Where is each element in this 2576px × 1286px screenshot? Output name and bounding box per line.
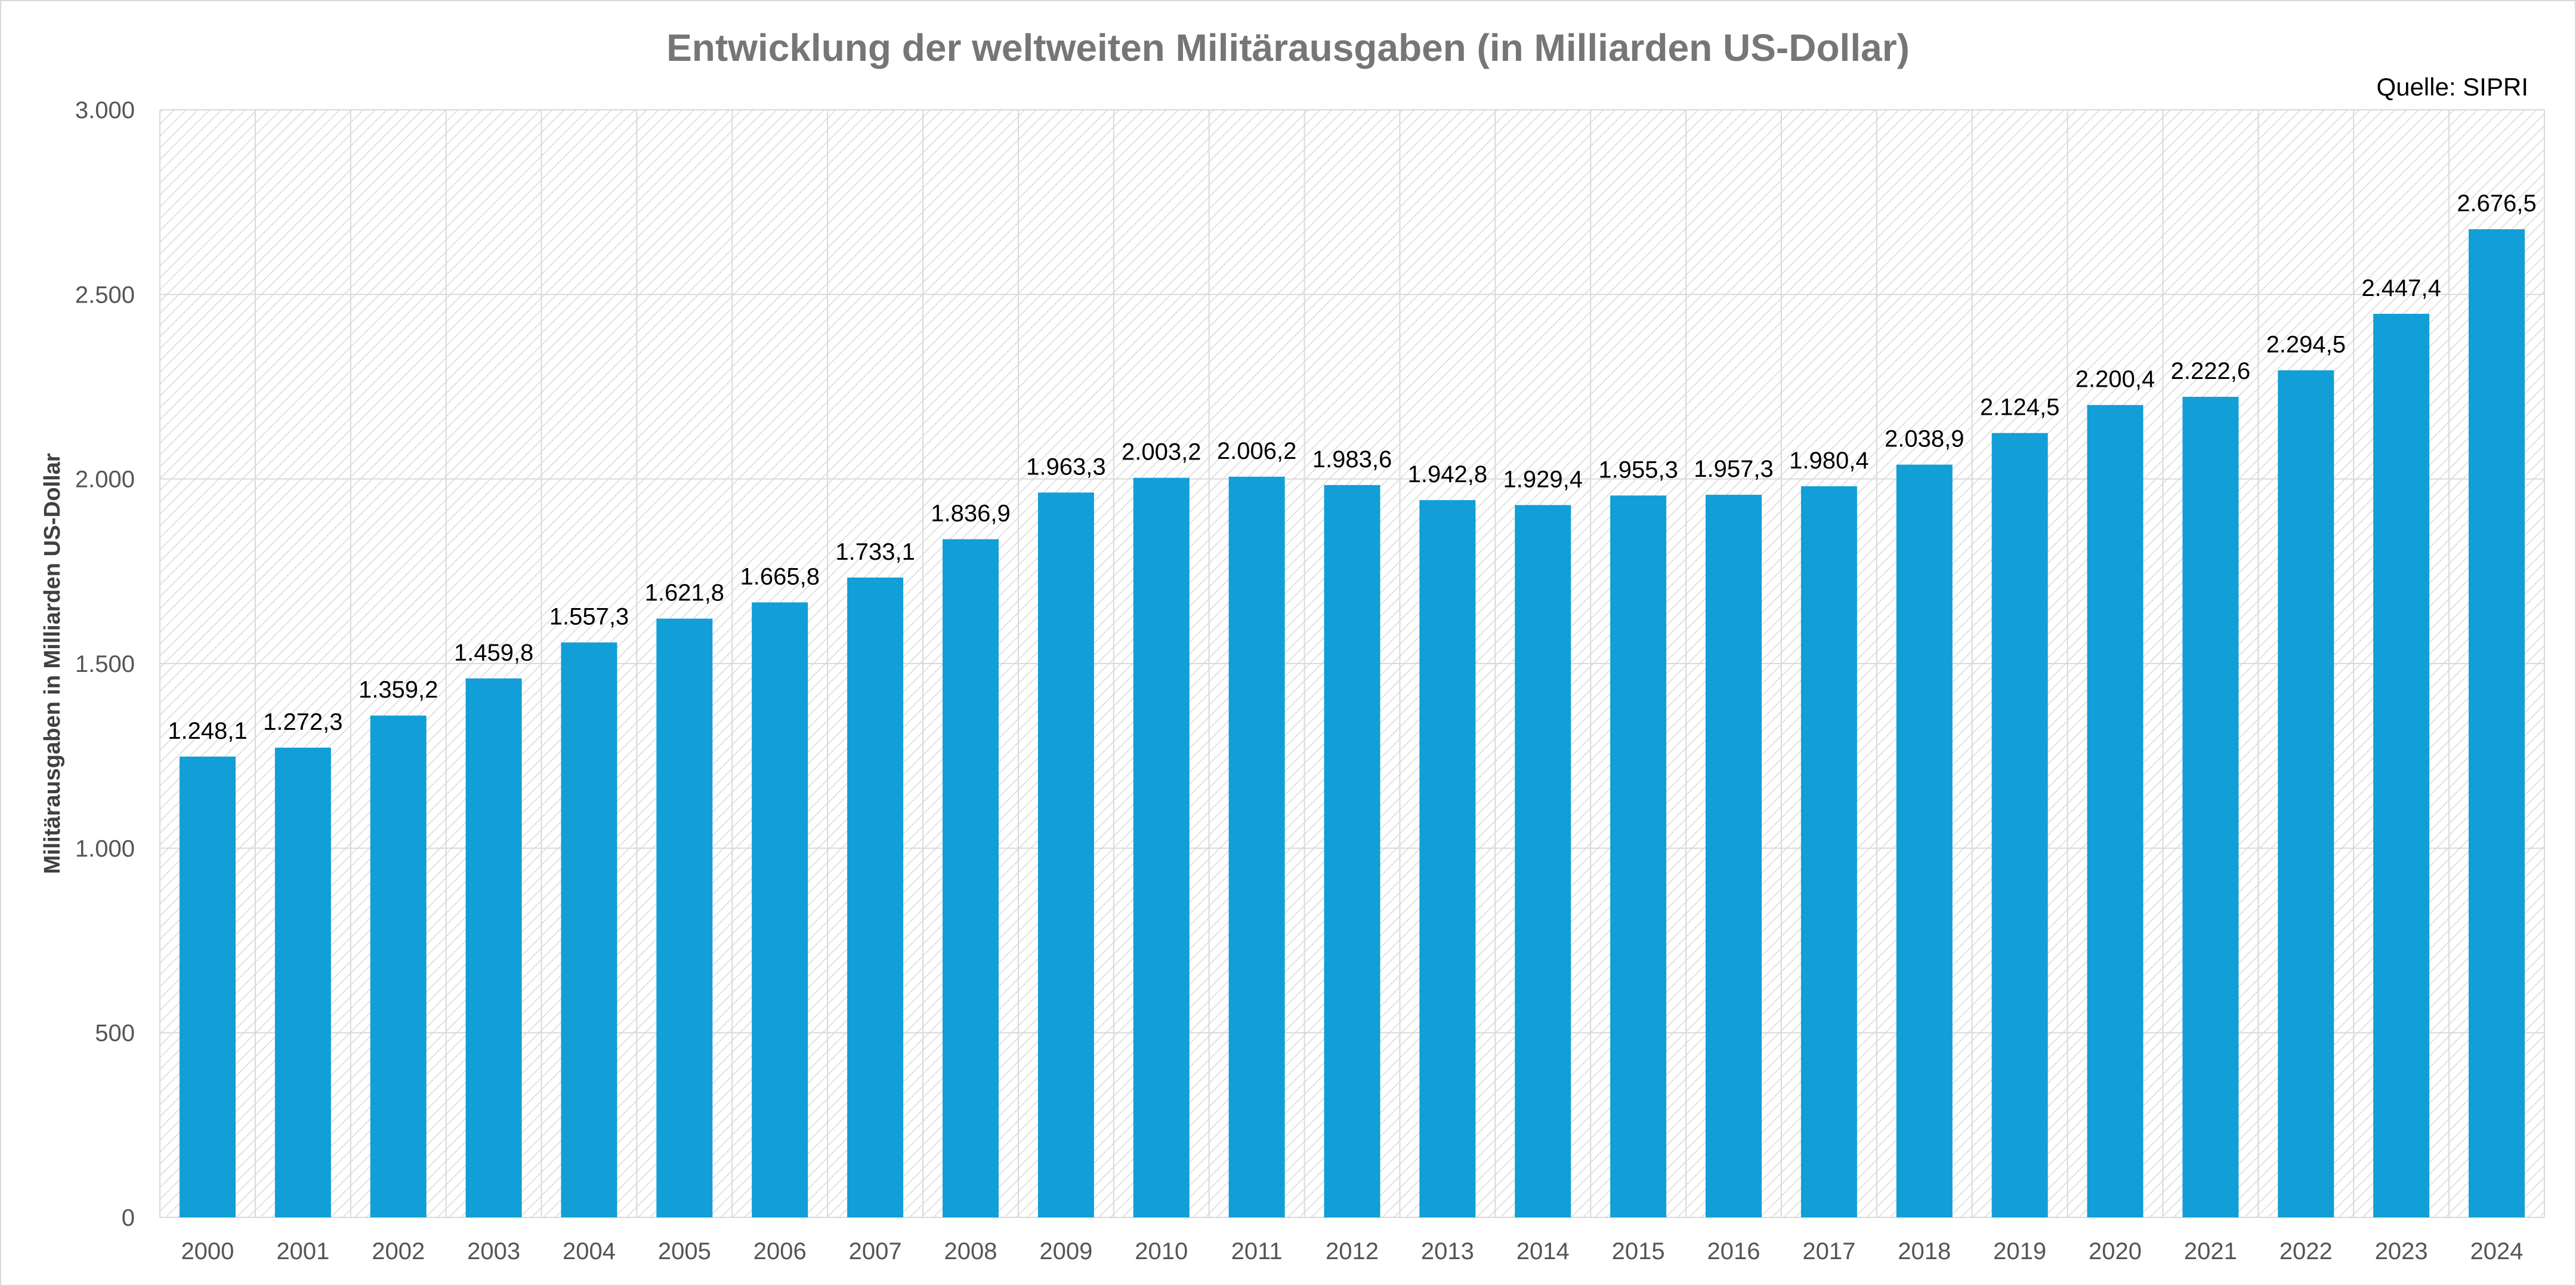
bar [847,577,904,1217]
y-tick-label: 2.000 [75,467,135,493]
data-label: 1.557,3 [549,604,629,630]
x-tick-label: 2011 [1231,1238,1283,1265]
data-label: 1.733,1 [835,539,915,565]
x-tick-label: 2007 [849,1238,902,1265]
x-tick-label: 2004 [563,1238,616,1265]
y-tick-label: 2.500 [75,282,135,308]
data-label: 1.963,3 [1026,454,1105,480]
bar [1991,433,2048,1218]
x-tick-label: 2017 [1802,1238,1855,1265]
bar [2182,396,2239,1218]
x-tick-label: 2000 [181,1238,234,1265]
y-axis-ticks: 0 500 1.000 1.500 2.000 2.500 3.000 [75,97,135,1231]
data-label: 2.038,9 [1885,426,1964,452]
y-tick-label: 500 [95,1020,135,1047]
data-label: 2.003,2 [1122,439,1201,465]
x-tick-label: 2006 [753,1238,807,1265]
data-label: 1.836,9 [931,501,1010,527]
bar [2278,370,2334,1217]
data-label: 1.272,3 [263,709,342,735]
data-label: 2.676,5 [2457,190,2536,217]
bars [179,229,2525,1218]
source-note: Quelle: SIPRI [2377,73,2528,101]
y-tick-label: 3.000 [75,97,135,124]
x-tick-label: 2003 [467,1238,520,1265]
data-label: 2.200,4 [2075,366,2155,393]
data-label: 2.124,5 [1980,394,2059,421]
data-label: 1.459,8 [454,640,533,666]
bar [179,756,236,1217]
y-tick-label: 1.000 [75,835,135,862]
data-label: 1.929,4 [1503,466,1583,492]
data-label: 1.248,1 [168,718,247,744]
x-tick-label: 2008 [944,1238,997,1265]
bar [2087,405,2143,1218]
x-axis-ticks: 2000 2001 2002 2003 2004 2005 2006 2007 2008 2009… [181,1238,2523,1265]
bar [1419,500,1476,1217]
bar [370,716,427,1217]
x-tick-label: 2016 [1707,1238,1760,1265]
chart-title: Entwicklung der weltweiten Militärausgab… [666,26,1910,69]
bar [1706,495,1762,1217]
x-tick-label: 2005 [658,1238,711,1265]
data-label: 2.294,5 [2266,331,2346,357]
x-tick-label: 2002 [372,1238,425,1265]
data-label: 1.980,4 [1789,448,1868,474]
bar [465,678,522,1217]
bar [1800,486,1857,1218]
x-tick-label: 2023 [2375,1238,2428,1265]
data-labels: 1.248,1 1.272,3 1.359,2 1.459,8 1.557,3 1.621… [168,190,2537,744]
bar [274,747,331,1217]
data-label: 1.359,2 [359,677,438,703]
data-label: 2.222,6 [2171,358,2250,384]
bar [656,618,713,1217]
data-label: 2.447,4 [2361,275,2441,301]
x-tick-label: 2015 [1612,1238,1665,1265]
data-label: 1.665,8 [740,563,819,590]
y-axis-title: Militärausgaben in Milliarden US-Dollar [40,453,65,874]
data-label: 1.621,8 [645,580,724,606]
y-tick-label: 0 [122,1205,135,1231]
bar [1037,492,1094,1217]
bar [942,539,999,1217]
bar [1133,477,1190,1217]
x-tick-label: 2010 [1135,1238,1188,1265]
data-label: 1.957,3 [1694,456,1773,482]
bar [1324,485,1380,1218]
bar [1228,476,1285,1217]
bar [561,642,617,1217]
bar [752,602,808,1217]
x-tick-label: 2022 [2280,1238,2333,1265]
bar [1515,505,1571,1218]
x-tick-label: 2009 [1039,1238,1092,1265]
x-tick-label: 2021 [2184,1238,2237,1265]
bar [1610,495,1667,1217]
data-label: 1.942,8 [1408,461,1487,488]
bar [2373,313,2430,1217]
data-label: 1.983,6 [1312,446,1392,473]
gridlines [159,109,2545,1218]
x-tick-label: 2018 [1898,1238,1951,1265]
x-tick-label: 2019 [1993,1238,2046,1265]
x-tick-label: 2020 [2089,1238,2142,1265]
x-tick-label: 2001 [276,1238,329,1265]
data-label: 2.006,2 [1217,438,1296,464]
y-tick-label: 1.500 [75,651,135,677]
data-label: 1.955,3 [1598,457,1678,483]
bar [1896,464,1953,1217]
x-tick-label: 2024 [2470,1238,2524,1265]
x-tick-label: 2012 [1326,1238,1379,1265]
bar [2469,229,2525,1217]
x-tick-label: 2013 [1421,1238,1474,1265]
x-tick-label: 2014 [1516,1238,1570,1265]
